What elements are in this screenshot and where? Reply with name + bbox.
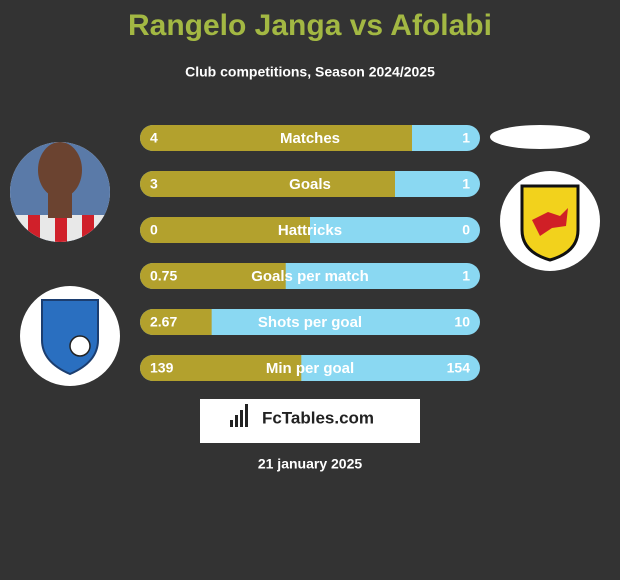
- brand: FcTables.com: [262, 408, 374, 427]
- left-bar: [140, 217, 310, 243]
- right-value: 1: [462, 176, 470, 192]
- stat-row: [140, 217, 480, 243]
- row-label: Matches: [280, 130, 340, 147]
- stat-row: [140, 355, 480, 381]
- left-bar: [140, 309, 212, 335]
- player-photo: [10, 142, 110, 242]
- left-value: 139: [150, 360, 174, 376]
- stat-row: [140, 125, 480, 151]
- left-bar: [140, 171, 395, 197]
- right-value: 154: [447, 360, 471, 376]
- subtitle: Club competitions, Season 2024/2025: [185, 64, 435, 80]
- left-bar: [140, 125, 412, 151]
- left-value: 2.67: [150, 314, 177, 330]
- left-value: 0: [150, 222, 158, 238]
- row-label: Shots per goal: [258, 314, 362, 331]
- club-badge-right: [500, 171, 600, 271]
- placeholder-ellipse: [490, 125, 590, 149]
- stat-row: [140, 263, 480, 289]
- stat-row: [140, 309, 480, 335]
- left-value: 4: [150, 130, 158, 146]
- left-bar: [140, 263, 286, 289]
- right-value: 0: [462, 222, 470, 238]
- row-label: Hattricks: [278, 222, 342, 239]
- stat-row: [140, 171, 480, 197]
- brand-icon: [230, 404, 248, 427]
- left-bar: [140, 355, 302, 381]
- right-value: 10: [454, 314, 470, 330]
- title: Rangelo Janga vs Afolabi: [128, 9, 492, 42]
- row-label: Min per goal: [266, 360, 354, 377]
- row-label: Goals per match: [251, 268, 369, 285]
- right-value: 1: [462, 268, 470, 284]
- date: 21 january 2025: [258, 456, 363, 472]
- left-value: 0.75: [150, 268, 177, 284]
- left-value: 3: [150, 176, 158, 192]
- right-value: 1: [462, 130, 470, 146]
- row-label: Goals: [289, 176, 331, 193]
- club-badge-left: [20, 286, 120, 386]
